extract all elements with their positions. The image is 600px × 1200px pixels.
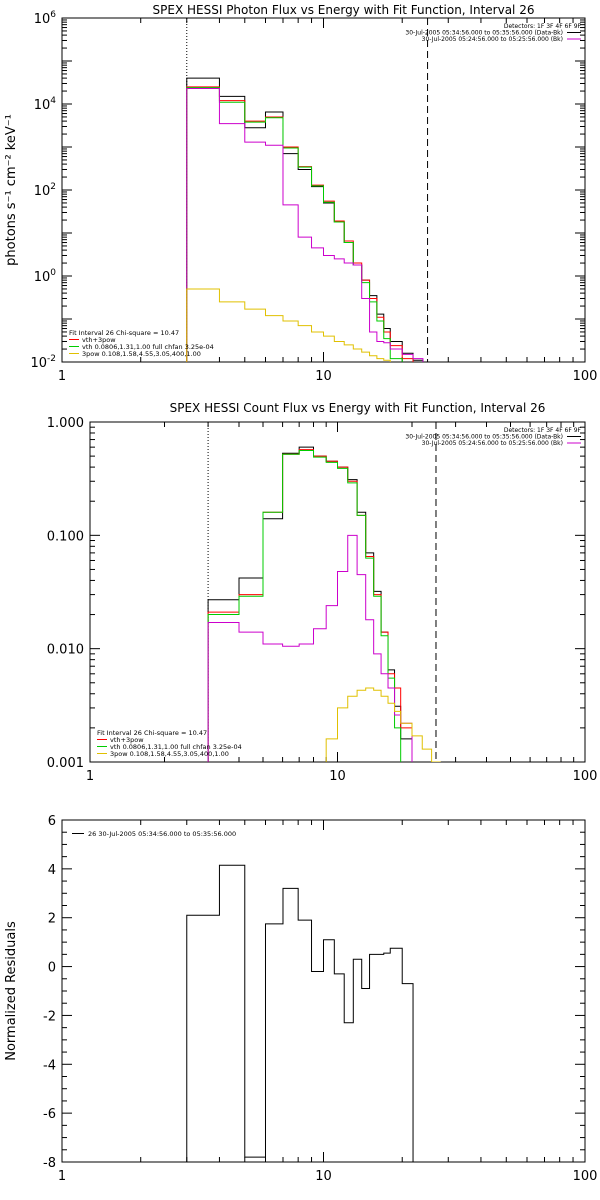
panel-resid: 1 10 100 -8 -6 -4 -2 0 2 4 6 Normalized Residuals 26… [4, 814, 597, 1184]
series-2-histogram [186, 87, 403, 362]
panel-photon: SPEX HESSI Photon Flux vs Energy with Fi… [4, 3, 598, 384]
y-tick-label: 102 [34, 182, 56, 199]
x-tick-label: 1 [86, 769, 94, 784]
x-tick-label: 10 [315, 1169, 332, 1184]
chart-title: SPEX HESSI Photon Flux vs Energy with Fi… [153, 3, 535, 17]
legend-tr-entry: Detectors: 1F 3F 4F 6F 9F [504, 23, 582, 30]
y-tick-label: 6 [48, 814, 56, 829]
series-3-histogram [207, 534, 413, 762]
legend-bl-entry: Fit Interval 26 Chi-square = 10.47 [69, 329, 179, 337]
y-tick-label: -6 [43, 1107, 56, 1122]
series-0-histogram [186, 77, 424, 362]
plot-area [186, 864, 414, 1162]
series-2-histogram [207, 450, 402, 762]
y-tick-label: 0.001 [47, 756, 84, 771]
y-tick-label: 1.000 [47, 416, 84, 431]
plot-area [207, 446, 441, 762]
legend-tl-entry: 26 30-Jul-2005 05:34:56.000 to 05:35:56.… [88, 830, 236, 838]
legend-tr-entry: 30-Jul-2005 05:34:56.000 to 05:35:56.000… [405, 30, 563, 37]
x-tick-label: 100 [573, 369, 598, 384]
legend-bl-entry: vth 0.0806,1.31,1.00 full chfan 3.25e-04 [110, 743, 242, 751]
y-tick-label: 4 [48, 863, 56, 878]
legend-bl-entry: Fit Interval 26 Chi-square = 10.47 [97, 729, 207, 737]
y-tick-label: 106 [34, 10, 57, 27]
y-tick-label: 0 [48, 961, 56, 976]
series-4-histogram [186, 288, 391, 362]
y-tick-label: -2 [43, 1009, 56, 1024]
chart-title: SPEX HESSI Count Flux vs Energy with Fit… [170, 401, 546, 415]
y-tick-label: -4 [43, 1058, 56, 1073]
series-3-histogram [186, 87, 424, 362]
panel-count: SPEX HESSI Count Flux vs Energy with Fit… [47, 401, 598, 784]
legend-bl-entry: vth+3pow [82, 336, 116, 344]
legend-tr-entry: 30-Jul-2005 05:24:56.000 to 05:25:56.000… [422, 440, 563, 447]
series-0-histogram [186, 864, 414, 1162]
x-tick-label: 10 [315, 369, 332, 384]
x-tick-label: 100 [573, 769, 598, 784]
legend-bl-entry: vth+3pow [110, 736, 144, 744]
y-tick-label: 2 [48, 912, 56, 927]
y-axis-label: Normalized Residuals [4, 921, 19, 1061]
y-tick-label: 100 [34, 268, 57, 285]
x-tick-label: 1 [58, 1169, 66, 1184]
legend-bl-entry: 3pow 0.108,1.58,4.55,3.05,400,1.00 [110, 750, 229, 758]
plot-area [186, 77, 424, 362]
series-4-histogram [325, 687, 441, 762]
legend-bl-entry: vth 0.0806,1.31,1.00 full chfan 3.25e-04 [82, 343, 214, 351]
legend-bl-entry: 3pow 0.108,1.58,4.55,3.05,400,1.00 [82, 350, 201, 358]
legend-tr-entry: 30-Jul-2005 05:34:56.000 to 05:35:56.000… [405, 434, 563, 441]
y-tick-label: 10-2 [30, 354, 56, 371]
x-tick-label: 100 [573, 1169, 598, 1184]
legend-tr-entry: Detectors: 1F 3F 4F 6F 9F [504, 427, 582, 434]
y-tick-label: 0.100 [47, 529, 84, 544]
y-tick-label: 104 [34, 96, 57, 113]
y-tick-label: 0.010 [47, 643, 84, 658]
series-1-histogram [186, 86, 414, 362]
x-tick-label: 1 [58, 369, 66, 384]
legend-tr-entry: 30-Jul-2005 05:24:56.000 to 05:25:56.000… [422, 36, 563, 43]
plot-frame [61, 819, 586, 1163]
y-axis-label: photons s⁻¹ cm⁻² keV⁻¹ [4, 114, 19, 266]
y-tick-label: -8 [43, 1156, 56, 1171]
x-tick-label: 10 [329, 769, 346, 784]
